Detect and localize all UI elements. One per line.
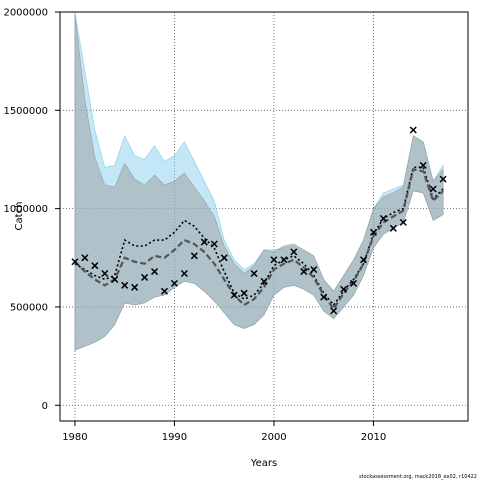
series-line-1: [74, 166, 444, 307]
observed-point: [111, 275, 119, 283]
y-tick-label: 500000: [10, 302, 48, 313]
observed-point: [121, 281, 129, 289]
observed-point: [250, 269, 258, 278]
observed-point: [290, 248, 298, 256]
observed-point: [369, 228, 377, 236]
observed-point: [399, 218, 407, 226]
confidence-band-2: [74, 13, 444, 351]
observed-markers: [71, 126, 447, 315]
series-line-2: [74, 168, 444, 311]
confidence-bands: [74, 11, 444, 351]
observed-point: [359, 256, 368, 264]
observed-point: [141, 273, 149, 281]
observed-point: [379, 214, 387, 222]
y-tick-label: 2000000: [3, 8, 48, 19]
observed-point: [101, 269, 109, 278]
observed-point: [180, 269, 188, 278]
observed-point: [310, 266, 318, 274]
observed-point: [230, 291, 238, 299]
y-tick-label: 1000000: [3, 204, 48, 215]
observed-point: [409, 126, 417, 134]
observed-point: [151, 268, 159, 276]
observed-point: [240, 289, 248, 297]
series-lines: [74, 166, 444, 311]
observed-point: [170, 279, 178, 287]
observed-point: [439, 175, 447, 183]
observed-point: [340, 285, 348, 293]
observed-point: [81, 254, 89, 262]
observed-point: [419, 161, 427, 169]
x-tick-label: 1990: [162, 432, 187, 443]
observed-point: [389, 224, 397, 232]
footer-credit: stockassessment.org, mack2018_ex02, r104…: [359, 474, 477, 480]
observed-point: [200, 238, 208, 246]
observed-point: [320, 293, 328, 301]
y-axis-title: Catch: [14, 202, 25, 231]
y-tick-label: 1500000: [3, 106, 48, 117]
x-tick-label: 2000: [261, 432, 286, 443]
observed-point: [160, 287, 169, 295]
observed-point: [71, 258, 79, 266]
x-axis-ticks: 1980 1990 2000 2010: [62, 421, 386, 443]
y-axis-ticks: 0 500000 1000000 1500000 2000000: [3, 8, 60, 412]
observed-point: [220, 254, 228, 262]
x-axis-title: Years: [250, 458, 277, 469]
observed-point: [91, 262, 99, 270]
observed-point: [270, 256, 278, 264]
observed-point: [330, 307, 338, 315]
plot-frame: [59, 11, 469, 422]
x-tick-label: 2010: [361, 432, 386, 443]
observed-point: [260, 277, 268, 285]
y-tick-label: 0: [42, 401, 48, 412]
observed-point: [190, 252, 198, 260]
observed-point: [429, 185, 437, 193]
x-tick-label: 1980: [62, 432, 87, 443]
observed-point: [300, 268, 308, 276]
observed-point: [280, 256, 288, 264]
observed-point: [350, 279, 358, 287]
observed-point: [131, 283, 139, 291]
observed-point: [210, 240, 218, 248]
